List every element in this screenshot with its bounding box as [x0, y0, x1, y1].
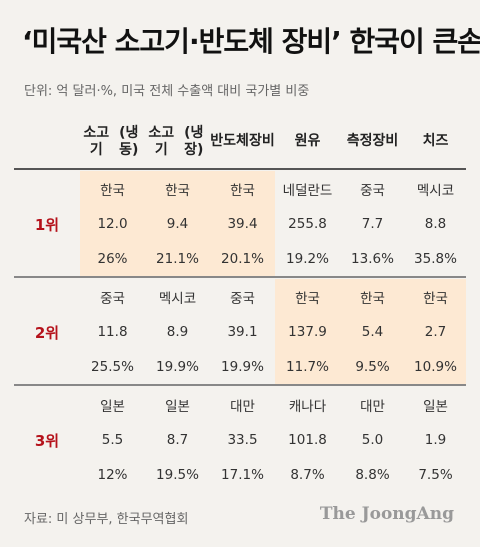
- country-cell: 한국: [423, 290, 448, 307]
- value-cell: 33.5: [227, 431, 258, 448]
- column-header: 반도체 장비: [210, 116, 275, 168]
- value-cell: 255.8: [288, 215, 327, 232]
- country-cell: 대만: [360, 398, 385, 415]
- share-cell: 21.1%: [156, 250, 199, 267]
- share-cell: 19.2%: [286, 250, 329, 267]
- share-cell: 12%: [97, 466, 128, 483]
- value-cell: 5.0: [361, 431, 384, 448]
- share-cell: 9.5%: [355, 358, 390, 375]
- rank-divider: [14, 276, 466, 278]
- column-header-line: 측정: [346, 133, 373, 150]
- value-cell: 8.7: [166, 431, 189, 448]
- chart-subtitle: 단위: 억 달러·%, 미국 전체 수출액 대비 국가별 비중: [24, 84, 310, 99]
- share-cell: 26%: [97, 250, 128, 267]
- country-cell: 일본: [423, 398, 448, 415]
- rank-label: 2위: [34, 323, 60, 342]
- column-header-line: 치즈: [422, 133, 449, 150]
- country-cell: 한국: [230, 182, 255, 199]
- value-cell: 2.7: [424, 323, 447, 340]
- column-header: 측정 장비: [340, 116, 405, 168]
- korea-highlight: [405, 279, 466, 384]
- value-cell: 8.9: [166, 323, 189, 340]
- share-cell: 13.6%: [351, 250, 394, 267]
- value-cell: 9.4: [166, 215, 189, 232]
- country-cell: 한국: [295, 290, 320, 307]
- chart-title: ‘미국산 소고기·반도체 장비’ 한국이 큰손: [22, 25, 480, 58]
- share-cell: 10.9%: [414, 358, 457, 375]
- korea-highlight: [275, 279, 340, 384]
- column-header-line: 장비: [372, 133, 399, 150]
- country-cell: 중국: [100, 290, 125, 307]
- country-cell: 캐나다: [288, 398, 327, 415]
- country-cell: 네덜란드: [282, 182, 333, 199]
- country-cell: 멕시코: [158, 290, 197, 307]
- column-header-line: 소고기: [148, 124, 175, 159]
- share-cell: 35.8%: [414, 250, 457, 267]
- value-cell: 12.0: [97, 215, 128, 232]
- share-cell: 19.9%: [221, 358, 264, 375]
- country-cell: 한국: [165, 182, 190, 199]
- share-cell: 8.8%: [355, 466, 390, 483]
- country-cell: 중국: [230, 290, 255, 307]
- country-cell: 멕시코: [416, 182, 455, 199]
- share-cell: 17.1%: [221, 466, 264, 483]
- column-header-line: (냉동): [119, 124, 139, 159]
- country-cell: 대만: [230, 398, 255, 415]
- column-header-line: 원유: [294, 133, 321, 150]
- country-cell: 한국: [100, 182, 125, 199]
- country-cell: 일본: [165, 398, 190, 415]
- country-cell: 한국: [360, 290, 385, 307]
- column-header: 소고기 (냉장): [145, 116, 210, 168]
- value-cell: 5.5: [101, 431, 124, 448]
- share-cell: 7.5%: [418, 466, 453, 483]
- column-header: 치즈: [405, 116, 466, 168]
- value-cell: 39.1: [227, 323, 258, 340]
- column-header-line: 반도체: [210, 133, 249, 150]
- column-header: 원유: [275, 116, 340, 168]
- publisher-logo: The JoongAng: [319, 504, 454, 524]
- value-cell: 39.4: [227, 215, 258, 232]
- column-header-line: 소고기: [83, 124, 110, 159]
- share-cell: 8.7%: [290, 466, 325, 483]
- share-cell: 25.5%: [91, 358, 134, 375]
- value-cell: 1.9: [424, 431, 447, 448]
- korea-highlight: [145, 171, 210, 276]
- korea-highlight: [210, 171, 275, 276]
- rank-label: 3위: [34, 431, 60, 450]
- share-cell: 19.9%: [156, 358, 199, 375]
- share-cell: 19.5%: [156, 466, 199, 483]
- source-note: 자료: 미 상무부, 한국무역협회: [24, 512, 189, 527]
- value-cell: 11.8: [97, 323, 128, 340]
- country-cell: 일본: [100, 398, 125, 415]
- value-cell: 137.9: [288, 323, 327, 340]
- share-cell: 20.1%: [221, 250, 264, 267]
- header-rule: [14, 168, 466, 170]
- data-table: 소고기 (냉동) 소고기 (냉장) 반도체 장비 원유 측정 장비 치즈 1위 한국 한국 한국 네덜란드 중…: [14, 116, 466, 504]
- value-cell: 8.8: [424, 215, 447, 232]
- column-header-line: (냉장): [184, 124, 204, 159]
- korea-highlight: [340, 279, 405, 384]
- country-cell: 중국: [360, 182, 385, 199]
- value-cell: 7.7: [361, 215, 384, 232]
- share-cell: 11.7%: [286, 358, 329, 375]
- korea-highlight: [80, 171, 145, 276]
- column-header: 소고기 (냉동): [80, 116, 145, 168]
- rank-divider: [14, 384, 466, 386]
- value-cell: 101.8: [288, 431, 327, 448]
- column-header-line: 장비: [248, 133, 275, 150]
- rank-label: 1위: [34, 215, 60, 234]
- value-cell: 5.4: [361, 323, 384, 340]
